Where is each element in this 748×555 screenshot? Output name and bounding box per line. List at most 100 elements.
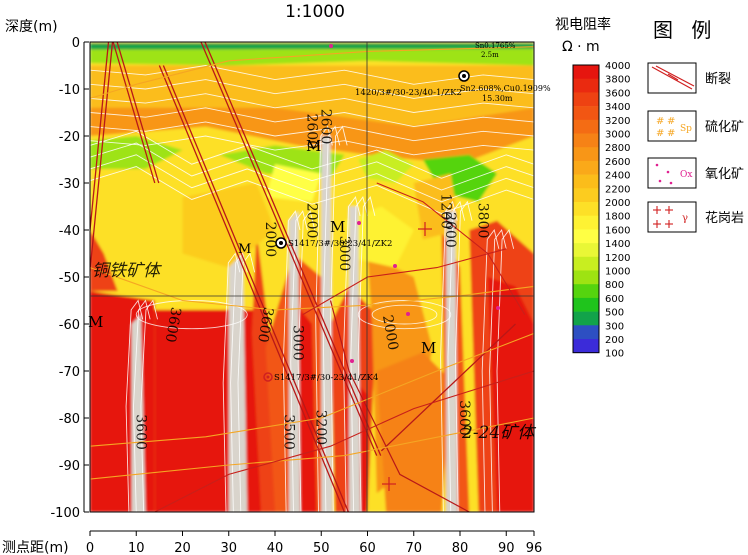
colorbar: 4000 3800 3600 3400 3200 3000 2800 2600 2400 2200… bbox=[572, 61, 630, 360]
drillhole-icon bbox=[266, 375, 270, 379]
legend-label: 氧化矿 bbox=[705, 167, 744, 182]
y-tick-label: -50 bbox=[59, 271, 80, 286]
colorbar-swatch bbox=[573, 78, 599, 93]
legend-label: 硫化矿 bbox=[705, 120, 744, 135]
contour-label: 3500 bbox=[280, 414, 296, 450]
y-tick-label: -70 bbox=[59, 365, 80, 380]
x-tick-label: 0 bbox=[86, 541, 94, 555]
contour-line bbox=[315, 125, 333, 512]
fault-line bbox=[329, 300, 470, 512]
contour-line bbox=[90, 65, 534, 85]
field-high bbox=[90, 230, 118, 292]
contour-label: 2600 bbox=[317, 109, 333, 145]
y-tick-label: 0 bbox=[72, 36, 80, 51]
x-tick-label: 20 bbox=[174, 541, 191, 555]
x-tick-label: 40 bbox=[267, 541, 284, 555]
y-tick-label: -60 bbox=[59, 318, 80, 333]
contour-line bbox=[90, 79, 534, 99]
colorbar-label: 2800 bbox=[605, 143, 630, 154]
contour-label: 1200 bbox=[438, 193, 454, 229]
contour-line bbox=[135, 300, 248, 330]
colorbar-label: 1200 bbox=[605, 253, 630, 264]
colorbar-swatch bbox=[573, 202, 599, 216]
legend-label: 花岗岩 bbox=[705, 210, 744, 226]
m-label: M bbox=[330, 218, 345, 236]
fault-line bbox=[162, 65, 349, 512]
m-label: M bbox=[421, 339, 436, 357]
contour-line bbox=[330, 125, 348, 512]
contour-label: 3600 bbox=[132, 414, 148, 450]
colorbar-swatch bbox=[573, 256, 599, 271]
x-tick-label: 80 bbox=[452, 541, 469, 555]
contour-label: 3600 bbox=[162, 306, 184, 344]
drillhole-label: 1420/3#/30-23/40-1/ZK2 bbox=[355, 88, 462, 98]
contour-line bbox=[237, 252, 256, 512]
colorbar-label: 3800 bbox=[605, 75, 630, 86]
contour-label: 3800 bbox=[475, 203, 491, 239]
legend-symbol: γ bbox=[682, 213, 688, 224]
colorbar-swatch bbox=[573, 119, 599, 134]
granite-cross-icon bbox=[382, 222, 432, 491]
colorbar-label: 3000 bbox=[605, 130, 630, 141]
contour-line bbox=[481, 228, 500, 512]
colorbar-swatch bbox=[573, 133, 599, 148]
colorbar-label: 2200 bbox=[605, 184, 630, 195]
fault-line bbox=[90, 42, 110, 237]
contour-label: 3600 bbox=[456, 400, 472, 436]
legend-title: 图 例 bbox=[653, 18, 717, 42]
field-low bbox=[219, 145, 345, 179]
drillhole-icon bbox=[462, 74, 466, 78]
y-tick-label: -100 bbox=[50, 506, 80, 521]
contour-line bbox=[90, 142, 534, 191]
ore-body-label-left: 铜铁矿体 bbox=[92, 261, 162, 281]
y-tick-label: -30 bbox=[59, 177, 80, 192]
colorbar-label: 800 bbox=[605, 280, 624, 291]
fault-line bbox=[112, 42, 156, 184]
oxide-ore-dot-icon bbox=[329, 44, 500, 363]
colorbar-label: 2600 bbox=[605, 157, 630, 168]
fault-line bbox=[116, 42, 160, 184]
fault-line bbox=[204, 42, 382, 456]
contour-line bbox=[496, 228, 515, 512]
colorbar-label: 4000 bbox=[605, 61, 630, 72]
boundary-line bbox=[376, 182, 526, 315]
x-tick-label: 30 bbox=[220, 541, 237, 555]
colorbar-swatch bbox=[573, 229, 599, 244]
field-high bbox=[487, 277, 534, 512]
colorbar-swatch bbox=[573, 147, 599, 162]
colorbar-swatch bbox=[573, 215, 599, 230]
top-note: Sn0.1765% bbox=[475, 42, 516, 50]
assay-note: Sn2.608%,Cu0.1909% bbox=[460, 84, 551, 93]
colorbar-swatch bbox=[573, 325, 599, 340]
fault-line bbox=[200, 42, 378, 456]
colorbar-swatch bbox=[573, 65, 599, 79]
contour-label: 2000 bbox=[379, 314, 401, 352]
fault-line bbox=[158, 65, 345, 512]
contour-line bbox=[282, 210, 301, 512]
legend-label: 断裂 bbox=[705, 72, 731, 87]
y-tick-label: -10 bbox=[59, 83, 80, 98]
contour-label: 3000 bbox=[336, 236, 352, 272]
y-axis: 0 -10 -20 -30 -40 -50 -60 -70 -80 -90 -100 bbox=[50, 36, 89, 521]
colorbar-swatch bbox=[573, 297, 599, 312]
contour-line bbox=[342, 196, 361, 512]
colorbar-label: 1400 bbox=[605, 239, 630, 250]
colorbar-swatch bbox=[573, 160, 599, 175]
x-tick-label: 50 bbox=[313, 541, 330, 555]
y-tick-label: -80 bbox=[59, 412, 80, 427]
boundary-line bbox=[90, 332, 534, 447]
m-label: M bbox=[306, 137, 321, 155]
contour-label: 3600 bbox=[254, 306, 276, 344]
contour-line bbox=[489, 228, 507, 512]
contour-line bbox=[440, 200, 458, 512]
y-axis-title: 深度(m) bbox=[5, 19, 58, 35]
boundary-line bbox=[90, 267, 534, 311]
fault-icon bbox=[647, 62, 697, 94]
x-tick-label: 60 bbox=[359, 541, 376, 555]
colorbar-label: 2400 bbox=[605, 171, 630, 182]
svg-text:#: # bbox=[656, 116, 664, 127]
drillhole-label: S1417/3#/30-23/41/ZK4 bbox=[274, 373, 378, 383]
contour-label: 2600 bbox=[442, 212, 458, 248]
contour-label: 3200 bbox=[313, 410, 329, 446]
colorbar-label: 500 bbox=[605, 308, 624, 319]
